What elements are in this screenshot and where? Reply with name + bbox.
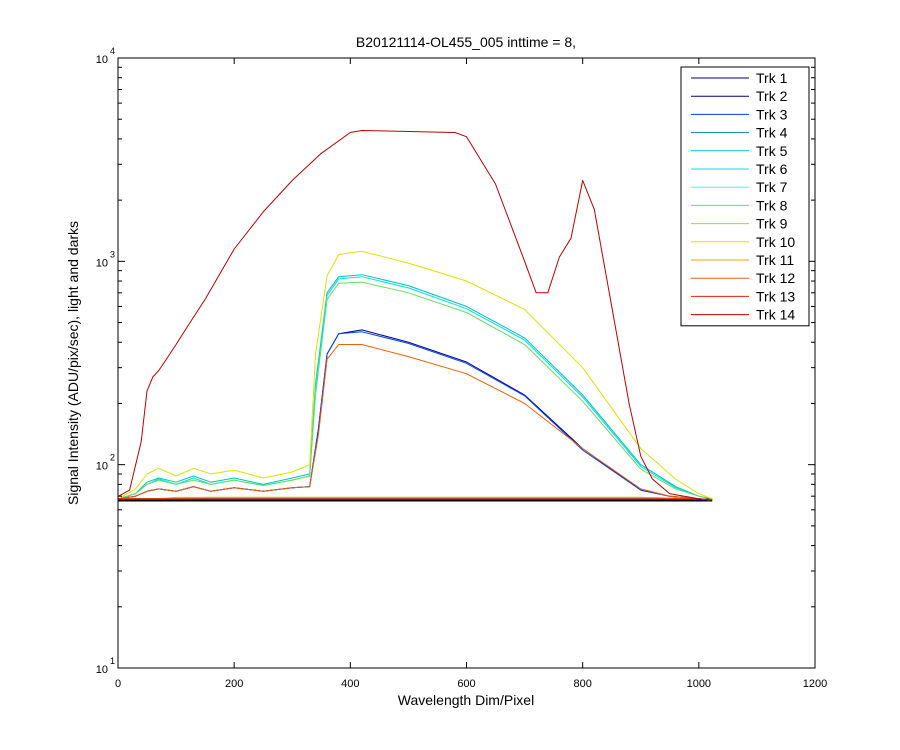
legend-label: Trk 9 [756,216,788,232]
x-tick-label: 600 [457,678,475,690]
y-tick-label-base: 10 [96,257,108,269]
legend-label: Trk 12 [756,270,795,286]
legend-label: Trk 10 [756,234,795,250]
y-tick-label-base: 10 [96,54,108,66]
legend-label: Trk 6 [756,161,788,177]
legend-label: Trk 4 [756,125,788,141]
series-line-trk-10 [118,250,713,500]
series-line-trk-13 [118,498,713,501]
y-tick-label-base: 10 [96,461,108,473]
series-line-trk-12 [118,344,713,501]
x-axis-label: Wavelength Dim/Pixel [398,692,534,708]
legend-label: Trk 13 [756,288,795,304]
legend-label: Trk 11 [756,252,794,268]
legend-label: Trk 8 [756,197,788,213]
y-axis-label: Signal Intensity (ADU/pix/sec), light an… [65,221,81,505]
legend-label: Trk 14 [756,307,795,323]
x-tick-label: 1000 [687,678,711,690]
legend-label: Trk 3 [756,106,788,122]
x-tick-label: 1200 [803,678,827,690]
legend-box [680,66,810,327]
series-line-trk-14 [118,130,713,501]
x-tick-label: 800 [573,678,591,690]
legend-label: Trk 1 [756,70,788,86]
y-tick-label-base: 10 [96,664,108,676]
legend: Trk 1 Trk 2 Trk 3 Trk 4 Trk 5 Trk 6 Trk 7 Trk 8… [680,66,810,327]
x-tick-label: 400 [341,678,359,690]
chart-title: B20121114-OL455_005 inttime = 8, [356,34,576,50]
x-tick-label: 200 [225,678,243,690]
y-tick-label-exponent: 1 [110,656,115,666]
y-tick-label-exponent: 4 [110,46,115,56]
y-tick-label-exponent: 2 [110,453,115,463]
legend-label: Trk 5 [756,143,788,159]
legend-label: Trk 7 [756,179,788,195]
y-tick-label-exponent: 3 [110,249,115,259]
series-line-trk-8 [118,281,713,500]
legend-label: Trk 2 [756,88,788,104]
x-tick-label: 0 [115,678,121,690]
